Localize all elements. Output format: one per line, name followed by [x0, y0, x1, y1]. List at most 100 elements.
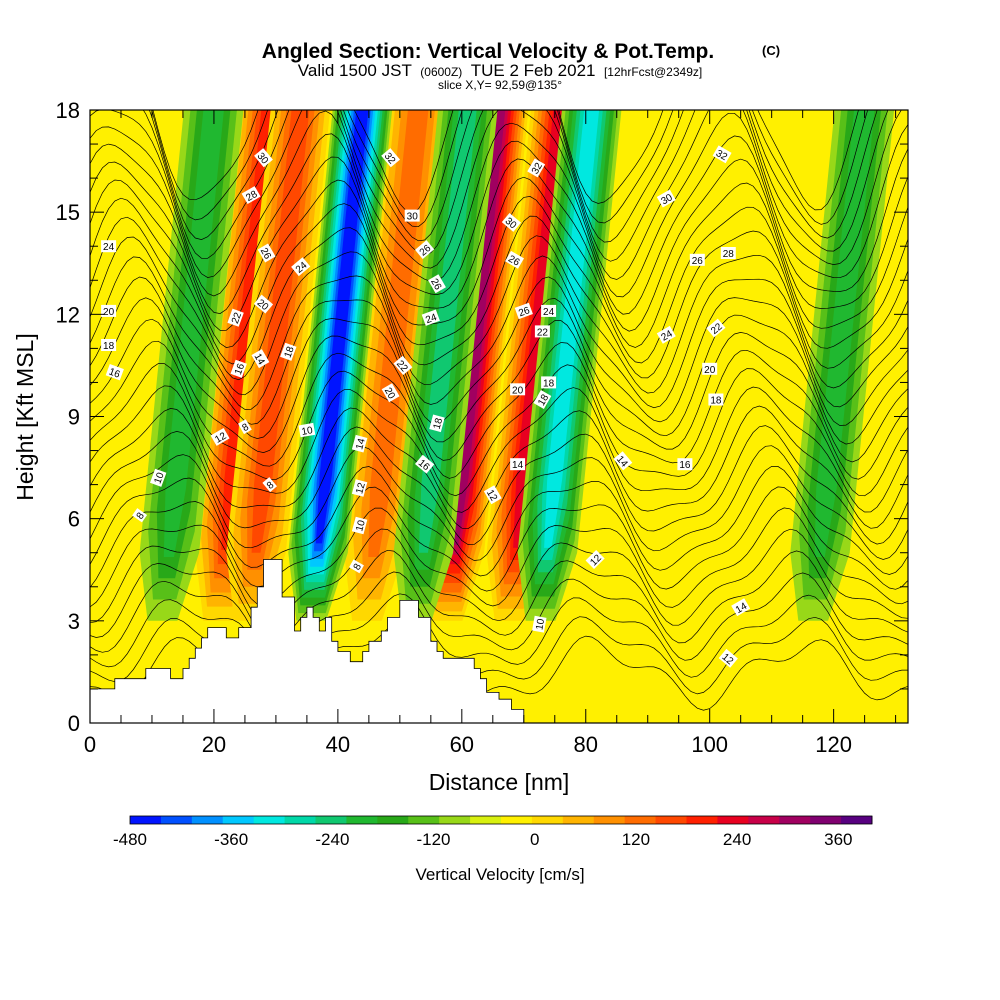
- theta-contour: [90, 405, 908, 530]
- contour-label-text: 14: [512, 460, 524, 471]
- contour-label-bg: [689, 253, 705, 266]
- theta-contour: [148, 110, 878, 243]
- colorbar-swatch: [748, 816, 780, 824]
- theta-contour: [142, 110, 889, 262]
- contour-label-bg: [656, 189, 676, 208]
- x-tick-label: 80: [574, 732, 598, 757]
- colorbar-swatch: [253, 816, 286, 824]
- x-tick-label: 20: [202, 732, 226, 757]
- y-axis: 0 3 6 9 12 15 18: [56, 98, 908, 736]
- contour-label-bg: [541, 304, 557, 317]
- contour-label-bg: [381, 383, 400, 403]
- contour-label-bg: [393, 355, 413, 376]
- velocity-band: [418, 110, 477, 553]
- contour-label-4: 8: [262, 477, 278, 493]
- contour-label-43: 10: [532, 615, 547, 633]
- colorbar-swatch: [717, 816, 749, 824]
- colorbar-frame: [129, 815, 873, 825]
- contour-label-text: 10: [301, 425, 314, 438]
- contour-label-bg: [718, 648, 738, 668]
- theta-contour: [90, 571, 908, 661]
- theta-contour: [90, 276, 908, 426]
- contour-label-text: 26: [517, 305, 532, 319]
- theta-contour: [90, 215, 908, 381]
- contour-label-1: 10: [149, 468, 167, 487]
- contour-label-text: 32: [714, 148, 730, 163]
- theta-contour: [90, 196, 908, 365]
- contour-label-text: 18: [103, 341, 115, 352]
- contour-label-bg: [534, 325, 550, 338]
- contour-label-bg: [280, 342, 297, 361]
- contour-label-bg: [262, 477, 278, 493]
- velocity-band: [451, 110, 506, 546]
- chart-title-suffix: (C): [762, 43, 780, 58]
- y-tick-label: 0: [68, 711, 80, 736]
- theta-contour: [90, 363, 908, 497]
- contour-label-30: 30: [404, 209, 420, 223]
- valid-date: TUE 2 Feb 2021: [471, 61, 596, 80]
- colorbar-swatch: [377, 816, 409, 824]
- x-tick-label: 0: [84, 732, 96, 757]
- colorbar-tick-label: -480: [113, 830, 147, 849]
- colorbar-swatch: [222, 816, 255, 824]
- y-tick-label: 12: [56, 302, 80, 327]
- contour-label-bg: [510, 383, 526, 396]
- contour-label-bg: [254, 148, 273, 168]
- downdraft-column-1: [288, 110, 393, 621]
- contour-label-text: 18: [283, 345, 297, 360]
- colorbar-swatch: [439, 816, 471, 824]
- colorbar-swatch: [284, 816, 316, 824]
- contour-label-text: 10: [354, 519, 368, 533]
- colorbar-swatch: [655, 816, 687, 824]
- contour-label-bg: [227, 308, 244, 327]
- theta-contour: [152, 110, 859, 213]
- contour-label-text: 12: [213, 430, 229, 445]
- contour-label-13: 28: [241, 186, 261, 205]
- contour-label-text: 18: [543, 378, 555, 389]
- contour-label-text: 20: [103, 307, 115, 318]
- contour-label-15: 24: [101, 240, 117, 253]
- contour-label-bg: [253, 294, 274, 314]
- contour-label-bg: [149, 468, 167, 487]
- contour-label-text: 24: [543, 307, 555, 318]
- theta-contour: [90, 340, 908, 480]
- chart-subtitle: Valid 1500 JST (0600Z) TUE 2 Feb 2021 [1…: [298, 61, 702, 80]
- theta-contour: [151, 110, 869, 228]
- contour-label-46: 16: [677, 458, 693, 471]
- contour-label-text: 14: [252, 352, 267, 368]
- colorbar-labels: -480 -360 -240 -120 0 120 240 360: [113, 830, 853, 849]
- valid-time: Valid 1500 JST: [298, 61, 412, 80]
- contour-label-42: 32: [527, 158, 545, 178]
- contour-label-text: 26: [258, 246, 273, 262]
- contour-label-35: 18: [533, 390, 551, 409]
- contour-label-28: 26: [428, 274, 446, 294]
- contour-label-bg: [613, 451, 633, 471]
- colorbar-title: Vertical Velocity [cm/s]: [415, 865, 584, 884]
- contour-label-text: 10: [534, 618, 547, 631]
- contour-label-bg: [132, 508, 148, 523]
- downdraft-column-0: [139, 110, 244, 621]
- contour-label-47: 18: [708, 393, 724, 407]
- contour-label-text: 16: [679, 460, 691, 471]
- contour-label-6: 16: [230, 359, 247, 378]
- contour-label-bg: [712, 145, 732, 164]
- colorbar-swatch: [315, 816, 347, 824]
- contour-label-bg: [656, 325, 676, 344]
- contour-label-text: 18: [536, 392, 551, 408]
- contour-label-text: 16: [233, 362, 247, 377]
- velocity-field: 8 10 12 8 8 10 16 14 22 20 18 26 24 28 30 24 20 18 16 8 10 12…: [90, 110, 908, 723]
- contour-label-bg: [541, 376, 557, 389]
- colorbar-swatch: [191, 816, 224, 824]
- theta-contour: [90, 593, 908, 678]
- contour-label-text: 24: [424, 312, 439, 326]
- contour-label-text: 14: [734, 601, 750, 616]
- contour-label-bg: [414, 454, 435, 474]
- contour-label-bg: [404, 209, 420, 222]
- contour-label-20: 10: [351, 516, 368, 535]
- contour-label-bg: [483, 485, 502, 505]
- colorbar-swatch: [624, 816, 657, 824]
- colorbar-tick-label: -240: [315, 830, 349, 849]
- contour-label-bg: [351, 434, 368, 453]
- contour-label-3: 8: [238, 419, 252, 434]
- contour-label-37: 22: [534, 325, 550, 338]
